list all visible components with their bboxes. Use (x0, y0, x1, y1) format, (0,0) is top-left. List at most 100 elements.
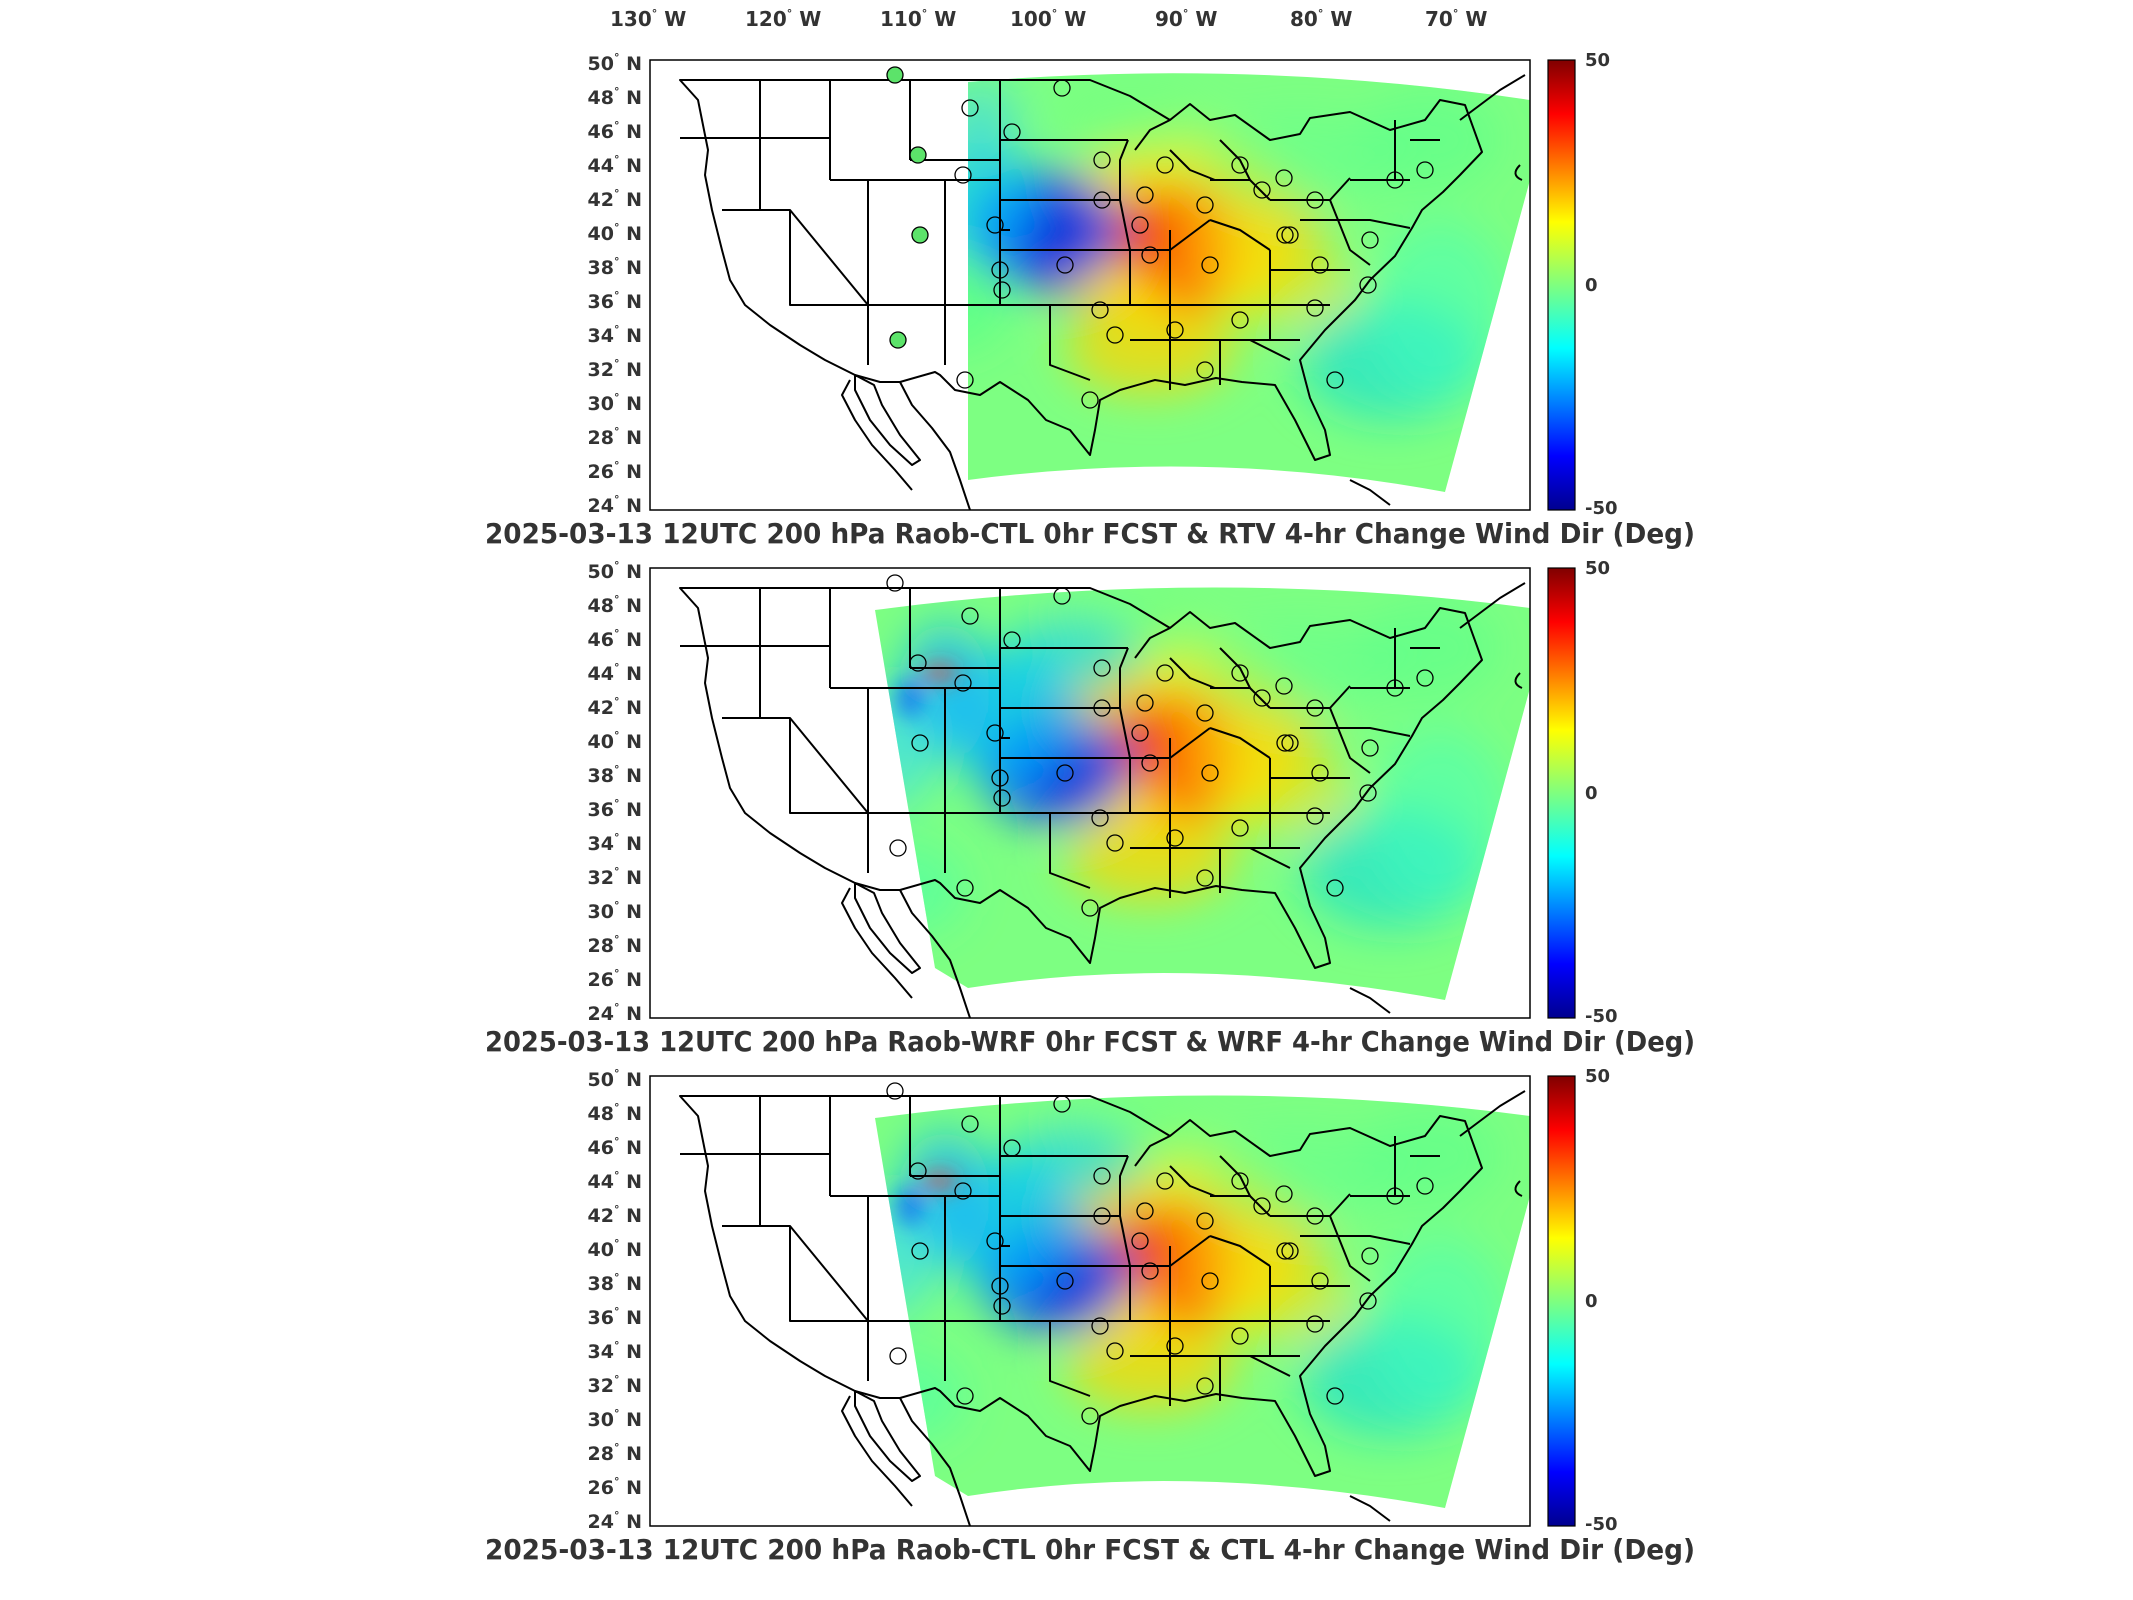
raob-station-marker (889, 839, 907, 857)
lat-tick: 28° N (588, 933, 642, 957)
raob-station-marker (1361, 739, 1379, 757)
latitude-labels: 50° N 48° N 46° N 44° N 42° N 40° N 38° N 36° N… (588, 1067, 642, 1533)
lat-tick: 50° N (588, 1067, 642, 1091)
raob-station-marker (1311, 1272, 1329, 1290)
raob-station-marker (961, 607, 979, 625)
lat-tick: 48° N (588, 85, 642, 109)
raob-station-marker (991, 1277, 1009, 1295)
raob-station-marker (956, 1387, 974, 1405)
raob-station-marker (1281, 226, 1299, 244)
raob-station-marker (1231, 664, 1249, 682)
lat-tick: 44° N (588, 661, 642, 685)
raob-station-marker (1306, 299, 1324, 317)
raob-station-marker (911, 734, 929, 752)
raob-station-marker (1131, 1232, 1149, 1250)
lat-tick: 46° N (588, 627, 642, 651)
lat-tick: 32° N (588, 357, 642, 381)
lon-tick: 100° W (1010, 7, 1086, 31)
raob-station-marker (1091, 301, 1109, 319)
lat-tick: 48° N (588, 593, 642, 617)
map-panel: 50° N 48° N 46° N 44° N 42° N 40° N 38° N 36° N… (485, 1066, 1695, 1566)
raob-station-marker (1201, 764, 1219, 782)
raob-station-marker (1201, 256, 1219, 274)
colorbar-mid-label: 0 (1585, 1291, 1598, 1312)
lon-tick: 120° W (745, 7, 821, 31)
map-frame (649, 567, 1531, 1019)
raob-station-marker (1231, 156, 1249, 174)
raob-station-marker (1106, 834, 1124, 852)
geographic-boundaries (679, 582, 1526, 1018)
raob-station-marker (1131, 216, 1149, 234)
raob-station-marker (1361, 1247, 1379, 1265)
raob-station-marker (1386, 1187, 1404, 1205)
lat-tick: 36° N (588, 289, 642, 313)
raob-station-marker (956, 879, 974, 897)
raob-station-marker (1141, 754, 1159, 772)
lat-tick: 50° N (588, 51, 642, 75)
lat-tick: 44° N (588, 1169, 642, 1193)
raob-station-marker (1196, 361, 1214, 379)
colorbar-max-label: 50 (1585, 558, 1610, 579)
colorbar-max-label: 50 (1585, 50, 1610, 71)
lat-tick: 32° N (588, 1373, 642, 1397)
raob-station-marker (1231, 311, 1249, 329)
raob-station-marker (1091, 809, 1109, 827)
raob-station-marker (1275, 169, 1293, 187)
raob-station-marker (993, 1297, 1011, 1315)
raob-station-marker (1361, 231, 1379, 249)
raob-station-marker (991, 769, 1009, 787)
raob-station-marker (1231, 819, 1249, 837)
raob-station-marker (1311, 256, 1329, 274)
raob-station-marker (1156, 664, 1174, 682)
raob-station-marker (1091, 1317, 1109, 1335)
raob-station-marker (1253, 689, 1271, 707)
map-frame (649, 59, 1531, 511)
raob-station-marker (1166, 829, 1184, 847)
lon-tick: 110° W (880, 7, 956, 31)
colorbar: 50 0 -50 (1547, 1066, 1618, 1535)
panel-title: 2025-03-13 12UTC 200 hPa Raob-CTL 0hr FC… (485, 1533, 1695, 1566)
raob-station-marker (909, 146, 927, 164)
map-panels: 50° N 48° N 46° N 44° N 42° N 40° N 38° N 36° N… (485, 50, 1695, 1566)
lat-tick: 24° N (588, 1509, 642, 1533)
raob-station-marker (1081, 391, 1099, 409)
map-frame (649, 1075, 1531, 1527)
raob-stations (886, 1082, 1434, 1425)
raob-station-marker (1196, 704, 1214, 722)
raob-station-marker (1416, 669, 1434, 687)
colorbar: 50 0 -50 (1547, 50, 1618, 519)
geographic-boundaries (679, 74, 1526, 510)
raob-station-marker (1053, 1095, 1071, 1113)
lat-tick: 38° N (588, 255, 642, 279)
raob-station-marker (1053, 79, 1071, 97)
raob-station-marker (1416, 1177, 1434, 1195)
raob-station-marker (1196, 196, 1214, 214)
raob-station-marker (1093, 191, 1111, 209)
raob-station-marker (986, 216, 1004, 234)
raob-station-marker (1281, 734, 1299, 752)
lat-tick: 28° N (588, 425, 642, 449)
raob-station-marker (1056, 256, 1074, 274)
raob-station-marker (909, 654, 927, 672)
raob-station-marker (1093, 1167, 1111, 1185)
latitude-labels: 50° N 48° N 46° N 44° N 42° N 40° N 38° N 36° N… (588, 559, 642, 1025)
raob-station-marker (1231, 1172, 1249, 1190)
raob-station-marker (911, 226, 929, 244)
raob-station-marker (1306, 1207, 1324, 1225)
raob-station-marker (1093, 1207, 1111, 1225)
raob-station-marker (1003, 123, 1021, 141)
raob-station-marker (1196, 1377, 1214, 1395)
raob-station-marker (993, 789, 1011, 807)
lat-tick: 30° N (588, 899, 642, 923)
colorbar-min-label: -50 (1585, 1006, 1618, 1027)
lon-tick: 70° W (1425, 7, 1487, 31)
lat-tick: 34° N (588, 323, 642, 347)
lat-tick: 48° N (588, 1101, 642, 1125)
raob-station-marker (1306, 1315, 1324, 1333)
panel-title: 2025-03-13 12UTC 200 hPa Raob-CTL 0hr FC… (485, 517, 1695, 550)
raob-station-marker (1141, 1262, 1159, 1280)
raob-station-marker (886, 1082, 904, 1100)
lat-tick: 42° N (588, 695, 642, 719)
raob-station-marker (1196, 869, 1214, 887)
